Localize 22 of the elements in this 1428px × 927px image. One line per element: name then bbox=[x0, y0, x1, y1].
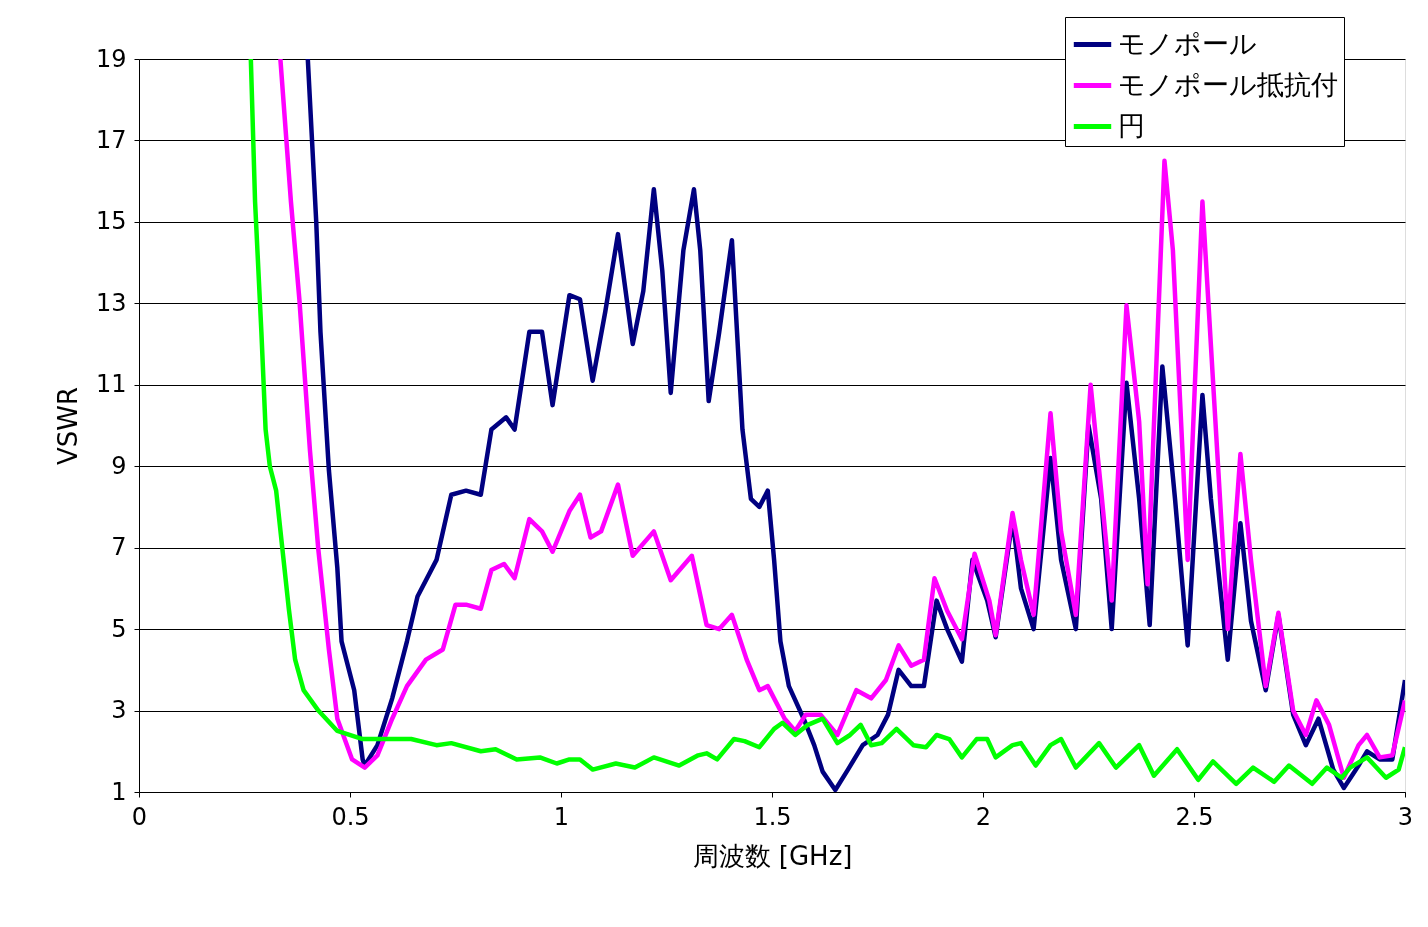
x-tick-label: 2.5 bbox=[1175, 802, 1214, 831]
y-tick-label: 15 bbox=[95, 207, 127, 236]
y-tick-label: 13 bbox=[95, 288, 127, 317]
legend-label: モノポール抵抗付 bbox=[1118, 68, 1338, 100]
x-axis-title: 周波数 [GHz] bbox=[692, 840, 853, 871]
y-tick-label: 3 bbox=[111, 696, 127, 725]
y-axis-title: VSWR bbox=[52, 386, 83, 466]
x-tick-label: 1 bbox=[553, 802, 570, 831]
legend-label: モノポール bbox=[1118, 27, 1257, 59]
y-tick-label: 9 bbox=[111, 451, 127, 480]
x-tick-label: 3 bbox=[1397, 802, 1414, 831]
y-tick-label: 1 bbox=[111, 777, 127, 806]
legend-label: 円 bbox=[1118, 109, 1145, 141]
y-tick-label: 11 bbox=[95, 370, 127, 399]
x-tick-label: 0.5 bbox=[331, 802, 370, 831]
y-tick-label: 5 bbox=[111, 614, 127, 643]
y-tick-label: 17 bbox=[95, 125, 127, 154]
y-tick-label: 7 bbox=[111, 533, 127, 562]
x-tick-label: 0 bbox=[131, 802, 148, 831]
x-tick-label: 1.5 bbox=[753, 802, 792, 831]
x-tick-label: 2 bbox=[975, 802, 992, 831]
y-tick-label: 19 bbox=[95, 44, 127, 73]
